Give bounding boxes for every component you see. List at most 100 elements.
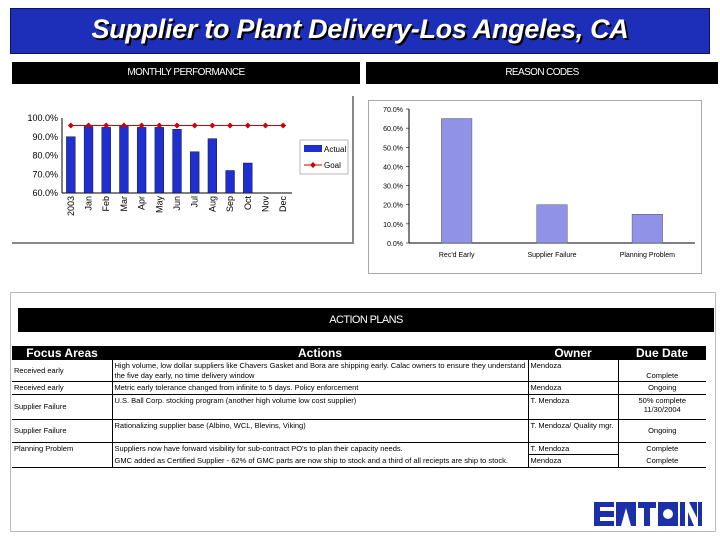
y-tick-label: 80.0% (32, 151, 58, 161)
due-cell: Ongoing (618, 381, 706, 395)
goal-marker (227, 122, 234, 129)
x-tick-label: Jan (84, 196, 94, 211)
bar-actual (119, 125, 129, 194)
due-cell: 50% complete 11/30/2004 (618, 394, 706, 420)
col-header-due-date: Due Date (618, 346, 706, 360)
bar-actual (154, 127, 164, 194)
bar-actual (243, 162, 253, 194)
action-plans-table: Focus Areas Actions Owner Due Date Recei… (12, 346, 706, 468)
legend-label-goal: Goal (324, 161, 341, 170)
y-tick-label: 70.0% (32, 169, 58, 179)
due-cell: Complete (646, 443, 679, 453)
page-title: Supplier to Plant Delivery-Los Angeles, … (91, 14, 629, 44)
y-tick-label: 50.0% (383, 145, 403, 152)
bar-actual (207, 138, 218, 194)
reason-codes-chart-panel: 70.0% 60.0% 50.0% 40.0% 30.0% 20.0% 10.0% 0.0% R… (368, 100, 702, 274)
action-cell: High volume, low dollar suppliers like C… (112, 360, 529, 382)
reason-codes-chart: 70.0% 60.0% 50.0% 40.0% 30.0% 20.0% 10.0% 0.0% R… (383, 107, 695, 259)
goal-marker (174, 122, 180, 129)
x-tick-label: Jul (190, 196, 200, 208)
action-cell: Suppliers now have forward visibility fo… (112, 442, 529, 455)
y-tick-label: 70.0% (383, 107, 403, 114)
goal-marker (280, 122, 287, 129)
x-tick-label: Apr (137, 196, 147, 210)
action-cell: Metric early tolerance changed from infi… (112, 381, 529, 395)
x-tick-label: May (154, 196, 164, 214)
title-banner (10, 8, 710, 54)
reason-codes-header: REASON CODES (366, 62, 718, 84)
bar-actual (136, 127, 147, 194)
due-cell: Complete (618, 454, 706, 468)
x-tick-label: Rec'd Early (439, 252, 475, 259)
y-tick-label: 30.0% (383, 184, 403, 191)
goal-marker (120, 122, 127, 129)
goal-marker (156, 122, 163, 129)
y-tick-label: 0.0% (387, 241, 403, 248)
action-cell: Rationalizing supplier base (Albino, WCL… (112, 419, 529, 443)
x-tick-label: 2003 (66, 196, 76, 216)
focus-cell: Received early (12, 360, 113, 382)
x-tick-label: Nov (260, 196, 270, 213)
y-tick-label: 10.0% (383, 222, 403, 229)
table-row: Received early Metric early tolerance ch… (12, 381, 706, 395)
col-header-actions: Actions (112, 346, 528, 360)
col-header-focus-areas: Focus Areas (12, 346, 112, 360)
x-tick-label: Jun (172, 196, 182, 211)
y-tick-label: 40.0% (383, 164, 403, 171)
x-tick-label: Dec (278, 196, 288, 213)
x-tick-label: Supplier Failure (527, 252, 576, 259)
y-tick-label: 20.0% (383, 203, 403, 210)
action-plans-header: ACTION PLANS (18, 308, 714, 332)
bar-reason (441, 118, 473, 244)
x-tick-label: Mar (119, 196, 129, 212)
action-cell: U.S. Ball Corp. stocking program (anothe… (112, 394, 529, 420)
bar-actual (101, 127, 111, 194)
x-tick-label: Feb (101, 196, 111, 212)
table-row: Supplier Failure Rationalizing supplier … (12, 419, 706, 443)
x-tick-label: Sep (225, 196, 235, 212)
goal-marker (103, 122, 110, 129)
goal-marker (191, 122, 198, 129)
bar-reason (536, 204, 568, 244)
due-cell: Ongoing (618, 419, 706, 443)
table-row: Planning Problem Suppliers now have forw… (12, 442, 706, 468)
goal-marker (262, 122, 269, 129)
x-tick-label: Aug (207, 196, 217, 212)
col-header-owner: Owner (528, 346, 618, 360)
goal-marker (209, 122, 216, 129)
action-plans-panel (10, 292, 716, 532)
bar-actual (66, 136, 76, 194)
legend-swatch-actual (304, 145, 322, 152)
focus-cell: Supplier Failure (12, 394, 113, 420)
monthly-performance-chart-panel: 100.0% 90.0% 80.0% 70.0% 60.0% 2003 Jan Feb Mar A… (12, 96, 354, 244)
x-tick-label: Oct (243, 196, 253, 211)
eaton-logo-mark (592, 496, 704, 530)
bar-actual (172, 129, 182, 194)
action-cell: GMC added as Certified Supplier - 62% of… (112, 454, 529, 468)
focus-cell: Supplier Failure (12, 419, 113, 443)
bar-actual (83, 126, 94, 194)
owner-cell: T. Mendoza/ Quality mgr. (528, 419, 619, 443)
eaton-logo (592, 496, 704, 530)
owner-cell: Mendoza (528, 381, 619, 395)
due-cell: Complete (618, 360, 706, 382)
table-row: GMC added as Certified Supplier - 62% of… (12, 454, 706, 468)
focus-cell: Planning Problem (12, 442, 113, 468)
owner-cell: T. Mendoza (528, 394, 619, 420)
goal-marker (67, 122, 74, 129)
legend-label-actual: Actual (324, 145, 346, 154)
table-row: Supplier Failure U.S. Ball Corp. stockin… (12, 394, 706, 420)
goal-marker (244, 122, 251, 129)
monthly-performance-chart: 100.0% 90.0% 80.0% 70.0% 60.0% 2003 Jan Feb Mar A… (27, 113, 349, 216)
owner-cell: Mendoza (528, 360, 619, 382)
goal-marker (138, 122, 145, 129)
goal-marker (85, 122, 92, 129)
y-tick-label: 100.0% (27, 113, 58, 123)
table-header-row: Focus Areas Actions Owner Due Date (12, 346, 706, 360)
owner-cell: T. Mendoza (528, 442, 619, 455)
x-tick-label: Planning Problem (620, 252, 675, 259)
y-tick-label: 90.0% (32, 132, 58, 142)
y-tick-label: 60.0% (383, 126, 403, 133)
monthly-performance-header: MONTHLY PERFORMANCE (12, 62, 360, 84)
legend-marker-goal (310, 162, 316, 168)
